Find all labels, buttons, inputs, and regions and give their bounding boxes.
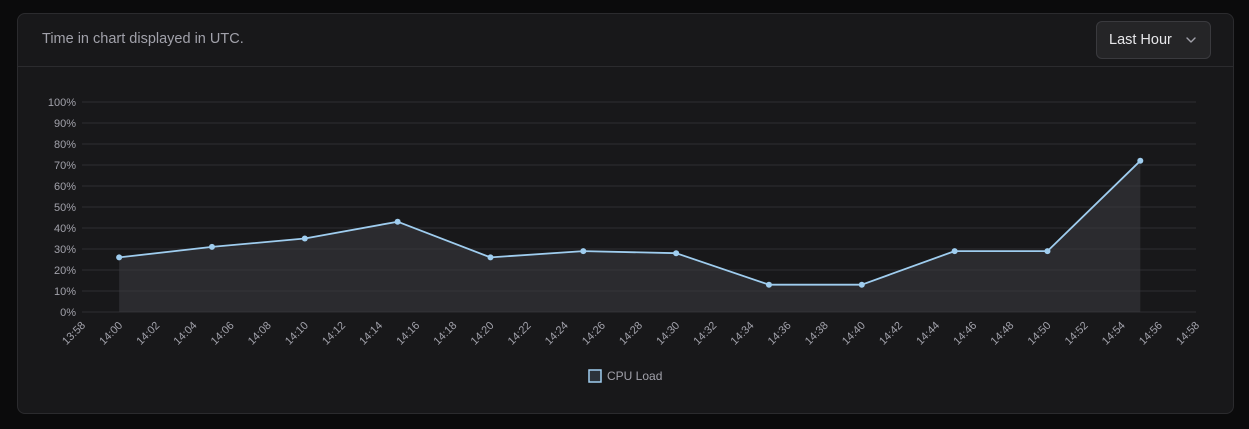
x-tick-label: 14:44 xyxy=(914,320,942,348)
x-tick-label: 14:20 xyxy=(469,320,497,348)
x-tick-label: 14:14 xyxy=(357,320,385,348)
x-tick-label: 14:12 xyxy=(320,320,348,348)
data-point xyxy=(765,281,772,288)
x-tick-label: 14:54 xyxy=(1100,320,1128,348)
x-tick-label: 14:10 xyxy=(283,320,311,348)
x-tick-label: 14:50 xyxy=(1026,320,1054,348)
data-point xyxy=(1137,157,1144,164)
y-tick-label: 80% xyxy=(54,139,76,151)
x-tick-label: 14:36 xyxy=(766,320,794,348)
data-point xyxy=(580,248,587,255)
x-tick-label: 14:48 xyxy=(989,320,1017,348)
legend-label: CPU Load xyxy=(607,369,662,383)
x-tick-label: 14:16 xyxy=(394,320,422,348)
x-tick-label: 14:18 xyxy=(432,320,460,348)
data-point xyxy=(951,248,958,255)
series-line xyxy=(119,160,1141,286)
x-tick-label: 14:46 xyxy=(951,320,979,348)
y-tick-label: 30% xyxy=(54,244,76,256)
cpu-load-card: Time in chart displayed in UTC. Last Hou… xyxy=(17,13,1234,414)
x-tick-label: 14:42 xyxy=(877,320,905,348)
data-point xyxy=(208,243,215,250)
x-tick-label: 14:38 xyxy=(803,320,831,348)
y-tick-label: 50% xyxy=(54,202,76,214)
x-tick-label: 14:34 xyxy=(729,320,757,348)
data-point xyxy=(487,254,494,261)
cpu-load-chart: 0% 10% 20% 30% 40% 50% 60% 70% 80% 90% 100% 13:58 14… xyxy=(48,97,1202,383)
x-tick-label: 14:52 xyxy=(1063,320,1091,348)
data-point xyxy=(858,281,865,288)
x-tick-label: 14:02 xyxy=(134,320,162,348)
data-point xyxy=(1044,248,1051,255)
time-range-selected-value: Last Hour xyxy=(1109,32,1172,48)
time-range-select[interactable]: Last Hour xyxy=(1096,21,1211,59)
x-tick-label: 14:24 xyxy=(543,320,571,348)
x-tick-label: 14:40 xyxy=(840,320,868,348)
y-tick-label: 10% xyxy=(54,286,76,298)
series-area xyxy=(119,160,1141,312)
x-tick-label: 14:08 xyxy=(246,320,274,348)
x-tick-label: 14:32 xyxy=(691,320,719,348)
x-tick-label: 14:00 xyxy=(97,320,125,348)
chevron-down-icon xyxy=(1186,37,1196,43)
x-tick-label: 14:04 xyxy=(172,320,200,348)
y-tick-label: 40% xyxy=(54,223,76,235)
x-tick-label: 14:58 xyxy=(1174,320,1202,348)
x-tick-label: 14:06 xyxy=(209,320,237,348)
y-tick-label: 20% xyxy=(54,265,76,277)
x-tick-label: 14:28 xyxy=(617,320,645,348)
x-tick-label: 14:30 xyxy=(654,320,682,348)
x-tick-label: 14:22 xyxy=(506,320,534,348)
x-tick-label: 14:26 xyxy=(580,320,608,348)
data-point xyxy=(673,250,680,257)
legend-swatch xyxy=(588,369,602,383)
data-point xyxy=(394,218,401,225)
card-header: Time in chart displayed in UTC. Last Hou… xyxy=(18,14,1233,67)
x-tick-label: 14:56 xyxy=(1137,320,1165,348)
y-tick-label: 0% xyxy=(60,307,76,319)
y-tick-label: 100% xyxy=(48,97,76,109)
y-tick-label: 60% xyxy=(54,181,76,193)
y-tick-label: 70% xyxy=(54,160,76,172)
data-point xyxy=(301,235,308,242)
timezone-note: Time in chart displayed in UTC. xyxy=(42,31,244,47)
y-tick-label: 90% xyxy=(54,118,76,130)
x-tick-label: 13:58 xyxy=(60,320,88,348)
data-point xyxy=(116,254,123,261)
